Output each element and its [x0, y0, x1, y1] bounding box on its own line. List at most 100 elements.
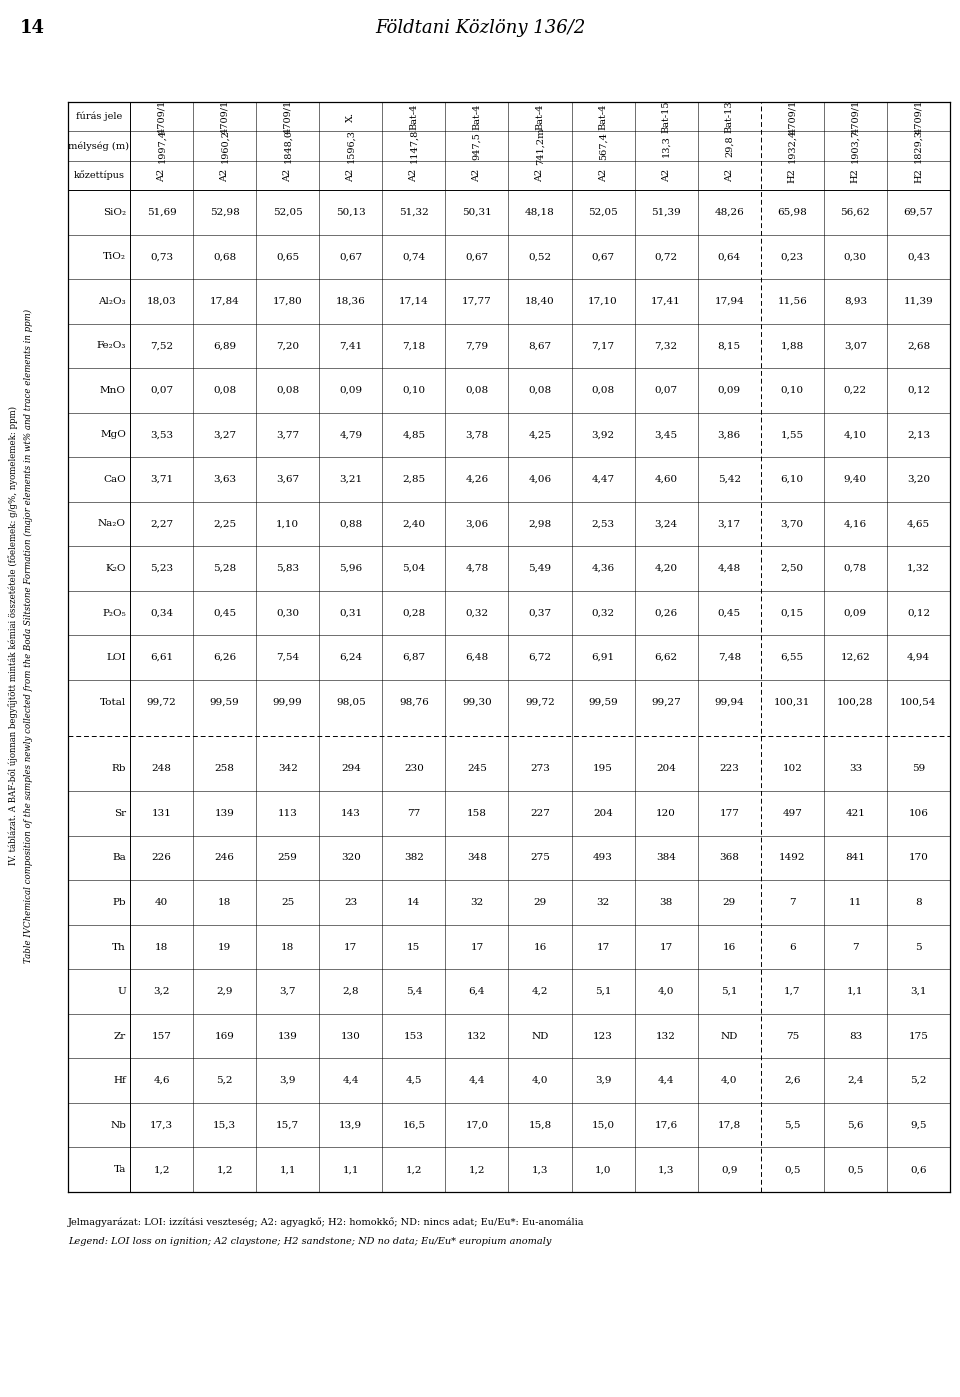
Text: 3,06: 3,06: [466, 520, 489, 528]
Text: 0,74: 0,74: [402, 253, 425, 261]
Text: 14: 14: [20, 20, 45, 36]
Text: 0,67: 0,67: [591, 253, 614, 261]
Text: 4,6: 4,6: [154, 1076, 170, 1085]
Text: 0,34: 0,34: [150, 609, 173, 617]
Text: 17,94: 17,94: [714, 296, 744, 306]
Text: 275: 275: [530, 854, 550, 862]
Text: 0,22: 0,22: [844, 386, 867, 395]
Text: 4,85: 4,85: [402, 430, 425, 440]
Text: 32: 32: [596, 898, 610, 907]
Text: 5,42: 5,42: [718, 475, 741, 483]
Text: 25: 25: [281, 898, 295, 907]
Text: 1,3: 1,3: [532, 1165, 548, 1175]
Text: 1,2: 1,2: [468, 1165, 485, 1175]
Text: 7,17: 7,17: [591, 341, 614, 351]
Text: 120: 120: [657, 809, 676, 819]
Text: 6,10: 6,10: [780, 475, 804, 483]
Text: 158: 158: [467, 809, 487, 819]
Text: A2: A2: [409, 169, 419, 182]
Text: 7,79: 7,79: [466, 341, 489, 351]
Text: 3,20: 3,20: [907, 475, 930, 483]
Text: SiO₂: SiO₂: [103, 208, 126, 217]
Text: 5,83: 5,83: [276, 564, 300, 573]
Text: 23: 23: [344, 898, 357, 907]
Text: 4,20: 4,20: [655, 564, 678, 573]
Text: 17: 17: [660, 943, 673, 951]
Text: Table IVChemical composition of the samples newly collected from the Boda Siltst: Table IVChemical composition of the samp…: [24, 309, 34, 963]
Text: 5,28: 5,28: [213, 564, 236, 573]
Text: 1596,3: 1596,3: [347, 129, 355, 163]
Text: 9,40: 9,40: [844, 475, 867, 483]
Text: 13,3: 13,3: [661, 136, 671, 156]
Text: Zr: Zr: [113, 1031, 126, 1041]
Text: 204: 204: [657, 764, 676, 774]
Text: 0,09: 0,09: [718, 386, 741, 395]
Text: 3,45: 3,45: [655, 430, 678, 440]
Text: Rb: Rb: [111, 764, 126, 774]
Text: 0,08: 0,08: [528, 386, 552, 395]
Text: 1492: 1492: [780, 854, 805, 862]
Text: 5,49: 5,49: [528, 564, 552, 573]
Text: 3,86: 3,86: [718, 430, 741, 440]
Text: 15,7: 15,7: [276, 1120, 300, 1130]
Text: 7,54: 7,54: [276, 654, 300, 662]
Text: 113: 113: [277, 809, 298, 819]
Text: 1848,0: 1848,0: [283, 129, 292, 163]
Text: 4,4: 4,4: [658, 1076, 675, 1085]
Text: 65,98: 65,98: [778, 208, 807, 217]
Text: 17,10: 17,10: [588, 296, 618, 306]
Text: 0,30: 0,30: [844, 253, 867, 261]
Text: U: U: [117, 988, 126, 996]
Text: 38: 38: [660, 898, 673, 907]
Text: 1997,4: 1997,4: [157, 129, 166, 163]
Text: 3,9: 3,9: [279, 1076, 296, 1085]
Text: 0,23: 0,23: [780, 253, 804, 261]
Text: ND: ND: [531, 1031, 549, 1041]
Text: 131: 131: [152, 809, 172, 819]
Text: 0,32: 0,32: [466, 609, 489, 617]
Text: 245: 245: [467, 764, 487, 774]
Text: 3,9: 3,9: [595, 1076, 612, 1085]
Text: 139: 139: [215, 809, 234, 819]
Text: Nb: Nb: [110, 1120, 126, 1130]
Text: 2,40: 2,40: [402, 520, 425, 528]
Text: 0,12: 0,12: [907, 386, 930, 395]
Text: 0,73: 0,73: [150, 253, 173, 261]
Text: 4,0: 4,0: [532, 1076, 548, 1085]
Text: 98,76: 98,76: [399, 697, 429, 707]
Text: 3,77: 3,77: [276, 430, 300, 440]
Text: Total: Total: [100, 697, 126, 707]
Text: 0,28: 0,28: [402, 609, 425, 617]
Text: A2: A2: [347, 169, 355, 182]
Text: 16: 16: [723, 943, 736, 951]
Text: 1,2: 1,2: [405, 1165, 422, 1175]
Text: 5,6: 5,6: [847, 1120, 864, 1130]
Text: 2,8: 2,8: [343, 988, 359, 996]
Text: 947,5: 947,5: [472, 133, 481, 159]
Text: 0,72: 0,72: [655, 253, 678, 261]
Text: 11,56: 11,56: [778, 296, 807, 306]
Text: 99,72: 99,72: [147, 697, 177, 707]
Text: 29,8: 29,8: [725, 136, 733, 156]
Text: 4,06: 4,06: [528, 475, 552, 483]
Text: 741,2m: 741,2m: [536, 127, 544, 165]
Text: fúrás jele: fúrás jele: [76, 112, 122, 122]
Text: 100,28: 100,28: [837, 697, 874, 707]
Text: 0,88: 0,88: [339, 520, 362, 528]
Text: 6,91: 6,91: [591, 654, 614, 662]
Text: 4,94: 4,94: [907, 654, 930, 662]
Text: 1,1: 1,1: [847, 988, 864, 996]
Text: A2: A2: [157, 169, 166, 182]
Text: 169: 169: [215, 1031, 234, 1041]
Text: 48,26: 48,26: [714, 208, 744, 217]
Text: 0,10: 0,10: [780, 386, 804, 395]
Text: P₂O₅: P₂O₅: [103, 609, 126, 617]
Text: 0,43: 0,43: [907, 253, 930, 261]
Text: 204: 204: [593, 809, 613, 819]
Text: 0,37: 0,37: [528, 609, 552, 617]
Text: 59: 59: [912, 764, 925, 774]
Text: 0,67: 0,67: [466, 253, 489, 261]
Text: 5,1: 5,1: [721, 988, 737, 996]
Text: H2: H2: [851, 168, 860, 183]
Text: 29: 29: [534, 898, 546, 907]
